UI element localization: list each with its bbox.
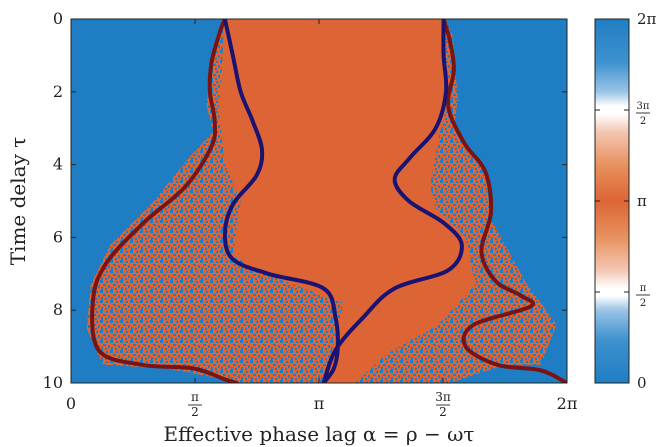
y-tick-label: 6 bbox=[53, 227, 63, 246]
colorbar-tick-label: π2 bbox=[636, 283, 650, 309]
svg-text:π: π bbox=[191, 390, 199, 404]
y-tick-label: 2 bbox=[53, 82, 63, 101]
x-tick-label: π2 bbox=[188, 390, 202, 419]
inner-right-curve bbox=[321, 19, 464, 383]
x-tick-label: 0 bbox=[66, 394, 76, 413]
svg-text:2: 2 bbox=[640, 298, 646, 309]
y-tick-label: 8 bbox=[53, 300, 63, 319]
svg-text:3π: 3π bbox=[637, 101, 650, 112]
y-tick-label: 10 bbox=[43, 373, 63, 392]
plot-area bbox=[71, 19, 567, 383]
colorbar-tick-label: 2π bbox=[637, 10, 657, 28]
inner-left-curve bbox=[222, 19, 340, 383]
y-axis-title: Time delay τ bbox=[6, 137, 30, 266]
x-tick-label: 3π2 bbox=[435, 390, 451, 419]
colorbar-tick-label: 0 bbox=[637, 374, 647, 392]
y-tick-label: 0 bbox=[53, 9, 63, 28]
colorbar-tick-label: 3π2 bbox=[636, 101, 650, 127]
x-tick-label: 2π bbox=[557, 394, 578, 413]
y-tick-label: 4 bbox=[53, 155, 63, 174]
colorbar-scale bbox=[594, 18, 630, 384]
outer-right-curve bbox=[441, 19, 567, 383]
x-tick-label: π bbox=[314, 394, 325, 413]
x-axis-title: Effective phase lag α = ρ − ωτ bbox=[164, 422, 475, 446]
outer-left-curve bbox=[90, 19, 239, 383]
curves-layer bbox=[90, 19, 567, 383]
svg-text:2: 2 bbox=[640, 116, 646, 127]
svg-text:3π: 3π bbox=[435, 390, 451, 404]
svg-text:2: 2 bbox=[191, 405, 199, 419]
x-axis-ticks: 0 π2 π 3π2 2π bbox=[66, 19, 577, 419]
svg-text:π: π bbox=[640, 283, 647, 294]
svg-text:2: 2 bbox=[439, 405, 447, 419]
colorbar-tick-label: π bbox=[637, 192, 647, 210]
y-axis-ticks: 0 2 4 6 8 10 bbox=[43, 9, 567, 392]
